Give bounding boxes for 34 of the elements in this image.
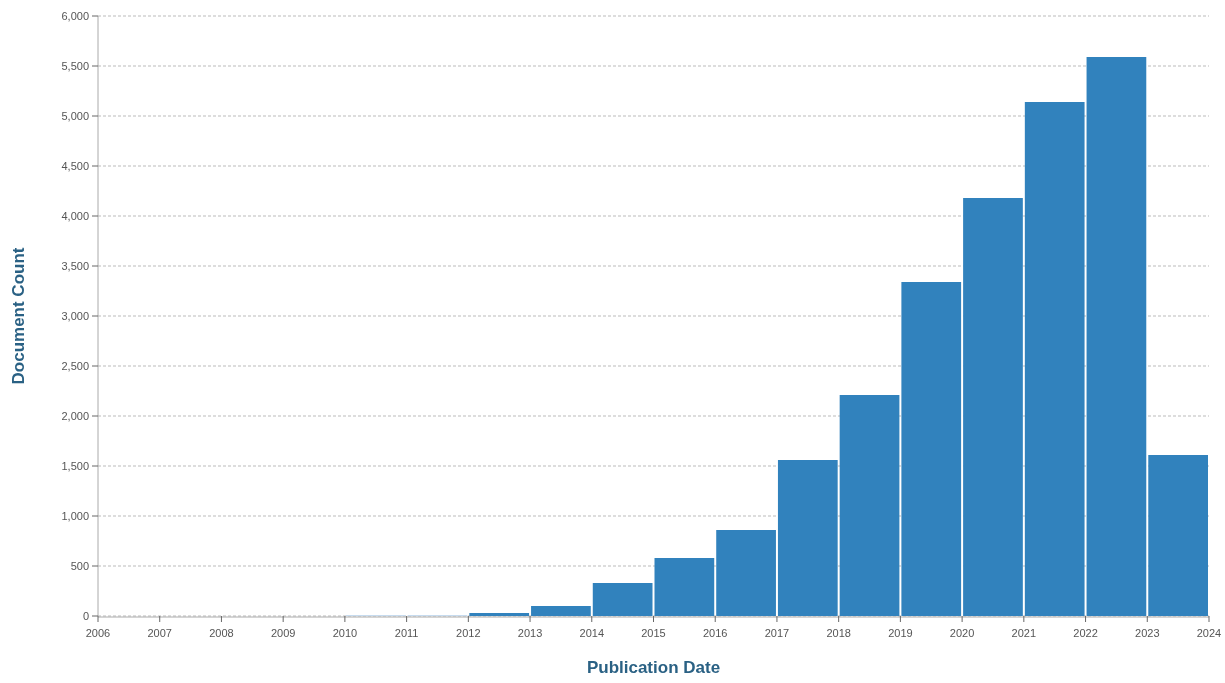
y-tick-label: 3,500 <box>61 259 89 272</box>
x-tick-label: 2022 <box>1073 627 1098 639</box>
x-tick-label: 2006 <box>85 627 111 639</box>
x-tick-label: 2008 <box>209 627 234 639</box>
y-tick-label: 1,500 <box>61 459 89 472</box>
y-tick-label: 2,000 <box>61 409 89 422</box>
y-tick-label: 3,000 <box>61 309 89 322</box>
x-tick-label: 2019 <box>888 627 913 639</box>
y-tick-label: 1,000 <box>61 509 89 522</box>
x-tick-label: 2016 <box>702 627 728 639</box>
x-tick-label: 2017 <box>764 627 790 639</box>
x-tick-label: 2015 <box>641 627 666 639</box>
y-tick-label: 5,500 <box>61 59 89 72</box>
y-tick-label: 6,000 <box>61 9 89 22</box>
x-tick-label: 2024 <box>1196 627 1222 639</box>
x-tick-label: 2010 <box>332 627 358 639</box>
x-tick-label: 2023 <box>1135 627 1160 639</box>
y-tick-label: 4,000 <box>61 209 89 222</box>
y-tick-label: 500 <box>70 559 89 572</box>
x-tick-label: 2013 <box>517 627 543 639</box>
x-tick-label: 2009 <box>270 627 296 639</box>
y-tick-label: 5,000 <box>61 109 89 122</box>
y-axis-title: Document Count <box>9 247 28 385</box>
y-tick-label: 4,500 <box>61 159 89 172</box>
x-tick-label: 2018 <box>826 627 851 639</box>
x-tick-label: 2012 <box>456 627 481 639</box>
x-tick-label: 2014 <box>579 627 605 639</box>
x-tick-label: 2011 <box>394 627 419 639</box>
y-tick-label: 2,500 <box>61 359 89 372</box>
x-axis-title: Publication Date <box>586 658 721 677</box>
x-tick-label: 2021 <box>1011 627 1037 639</box>
x-tick-label: 2007 <box>147 627 172 639</box>
y-tick-label: 0 <box>82 609 89 622</box>
x-tick-label: 2020 <box>949 627 975 639</box>
